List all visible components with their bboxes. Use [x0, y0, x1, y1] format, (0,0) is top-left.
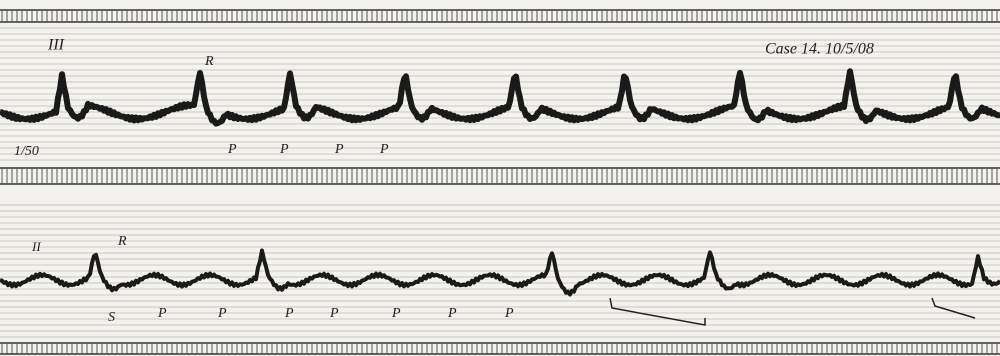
traces	[0, 68, 1000, 326]
ecg-trace	[0, 248, 1000, 297]
wave-label: P	[217, 306, 227, 321]
wave-label: P	[379, 142, 389, 157]
wave-label: P	[279, 142, 289, 157]
wave-label: S	[108, 310, 115, 325]
wave-label: P	[284, 306, 294, 321]
baseline-step	[609, 297, 976, 326]
lead-label: II	[31, 239, 41, 254]
wave-label: P	[504, 306, 514, 321]
wave-label: P	[329, 306, 339, 321]
wave-label: R	[117, 234, 127, 249]
wave-label: R	[204, 54, 214, 69]
wave-label: P	[157, 306, 167, 321]
wave-label: P	[391, 306, 401, 321]
scale-label: 1/50	[14, 144, 39, 159]
wave-label: P	[334, 142, 344, 157]
case-label: Case 14. 10/5/08	[765, 41, 874, 58]
wave-label: P	[447, 306, 457, 321]
ecg-trace	[0, 68, 1000, 127]
wave-label: P	[227, 142, 237, 157]
lead-label: III	[47, 37, 65, 54]
